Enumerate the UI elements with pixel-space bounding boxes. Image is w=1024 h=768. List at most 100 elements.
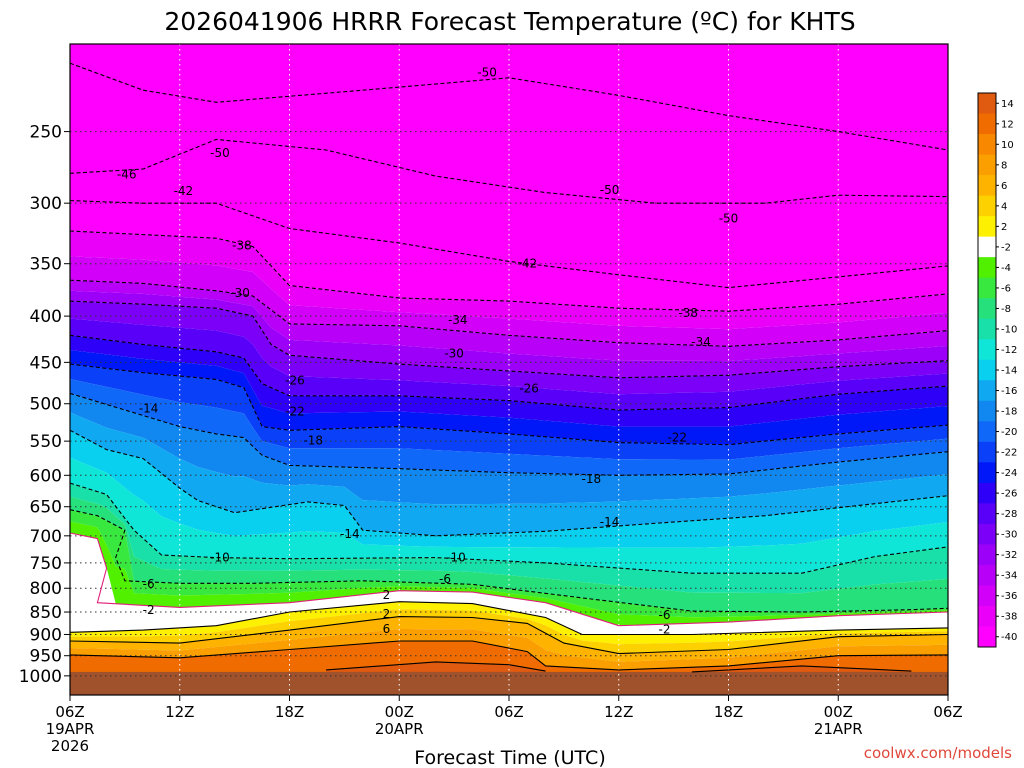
colorbar-swatch (978, 195, 996, 217)
colorbar-label: -16 (1001, 386, 1017, 397)
y-tick-label: 300 (30, 194, 62, 214)
contour-label: 2 (383, 607, 391, 621)
colorbar: 14 12 10 8 6 4 2 -2 -4 -6 -8 -10 -12 -14 -16 -18 -20 -22 -… (977, 92, 1017, 648)
colorbar-label: -6 (1001, 283, 1011, 294)
x-tick-label: 06Z (494, 703, 523, 721)
band--26-a (70, 335, 948, 427)
colorbar-label: 8 (1001, 160, 1007, 171)
colorbar-label: -4 (1001, 263, 1011, 274)
contour-label: -42 (174, 184, 194, 198)
colorbar-swatch (978, 318, 996, 340)
y-axis: 2503003504004505005506006507007508008509… (19, 123, 70, 687)
isotherm-14 (326, 661, 546, 672)
colorbar-label: -40 (1001, 632, 1017, 643)
colorbar-label: -28 (1001, 509, 1017, 520)
x-tick-label: 06Z (55, 703, 84, 721)
credit-text[interactable]: coolwx.com/models (864, 744, 1012, 762)
contour-label: -26 (285, 373, 305, 387)
y-tick-label: 600 (30, 466, 62, 486)
isotherm-6 (70, 616, 948, 655)
x-tick-label: 12Z (165, 703, 194, 721)
y-tick-label: 700 (30, 527, 62, 547)
x-tick-year: 2026 (51, 737, 89, 755)
isotherm--34 (70, 279, 948, 347)
y-tick-label: 500 (30, 395, 62, 415)
contour-label: -38 (678, 306, 698, 320)
contour-label: -50 (719, 212, 739, 226)
contour-label: -18 (582, 472, 602, 486)
colorbar-label: -10 (1001, 324, 1017, 335)
colorbar-label: -14 (1001, 366, 1017, 377)
band--18-a (70, 393, 948, 505)
isotherm--46 (70, 138, 948, 204)
contour-labels: -50 -50 -50 -50 -46 -42 -42 -38 -38 -34 -34 -30 -30 -… (117, 65, 739, 637)
colorbar-swatch (978, 523, 996, 545)
colorbar-swatch (978, 441, 996, 463)
contour-label: -50 (477, 65, 497, 79)
x-tick-label: 18Z (275, 703, 304, 721)
isotherm--38 (70, 230, 948, 312)
colorbar-swatch (978, 236, 996, 258)
colorbar-swatch (978, 93, 996, 115)
colorbar-swatch (978, 113, 996, 135)
colorbar-label: -8 (1001, 304, 1011, 315)
colorbar-label: -32 (1001, 550, 1017, 561)
x-tick-label: 00Z (824, 703, 853, 721)
colorbar-swatch (978, 175, 996, 197)
isotherm--30 (70, 300, 948, 379)
band-2-b (70, 609, 948, 654)
colorbar-swatch (978, 154, 996, 176)
isotherm--42 (70, 200, 948, 289)
contour-label: -30 (444, 347, 464, 361)
isotherm--50 (70, 62, 948, 151)
contour-label: -42 (517, 257, 537, 271)
contour-label: -46 (117, 168, 137, 182)
band--22-b (70, 379, 948, 476)
y-tick-label: 750 (30, 554, 62, 574)
contour-label: -14 (139, 401, 159, 415)
x-tick-label: 18Z (714, 703, 743, 721)
colorbar-swatch (978, 400, 996, 422)
isotherm--14 (70, 429, 948, 537)
isotherm-10 (70, 640, 948, 671)
colorbar-label: -12 (1001, 345, 1017, 356)
colorbar-swatch (978, 605, 996, 627)
isotherm--18 (70, 392, 948, 476)
isotherm--6 (70, 509, 948, 613)
colorbar-swatch (978, 380, 996, 402)
colorbar-swatch (978, 482, 996, 504)
colorbar-swatch (978, 462, 996, 484)
isotherm-14 (691, 665, 912, 673)
contour-label: -14 (340, 527, 360, 541)
band-6-a (70, 616, 948, 662)
y-tick-label: 400 (30, 307, 62, 327)
contour-label: -50 (600, 183, 620, 197)
plot-area: -50 -50 -50 -50 -46 -42 -42 -38 -38 -34 -34 -30 -30 -… (69, 43, 949, 696)
y-tick-label: 950 (30, 647, 62, 667)
colorbar-label: -26 (1001, 489, 1017, 500)
band--22-a (70, 364, 948, 460)
colorbar-label: 4 (1001, 201, 1007, 212)
isotherm-2 (70, 601, 948, 636)
contour-label: -14 (600, 515, 620, 529)
contour-label: -22 (285, 404, 305, 418)
colorbar-swatch (978, 503, 996, 525)
x-axis-label: Forecast Time (UTC) (414, 747, 605, 768)
colorbar-label: -38 (1001, 612, 1017, 623)
contour-label: -30 (230, 286, 250, 300)
contour-label: -2 (143, 603, 155, 617)
y-tick-label: 850 (30, 603, 62, 623)
contour-label: -2 (658, 623, 670, 637)
x-tick-date: 20APR (375, 720, 424, 738)
y-tick-label: 1000 (19, 667, 62, 687)
y-tick-label: 550 (30, 432, 62, 452)
colorbar-swatch (978, 257, 996, 279)
contour-label: -6 (143, 577, 155, 591)
contour-label: 6 (383, 622, 391, 636)
y-tick-label: 450 (30, 353, 62, 373)
contour-label: -22 (667, 431, 687, 445)
colorbar-swatch (978, 564, 996, 586)
band--14-a (70, 430, 948, 548)
